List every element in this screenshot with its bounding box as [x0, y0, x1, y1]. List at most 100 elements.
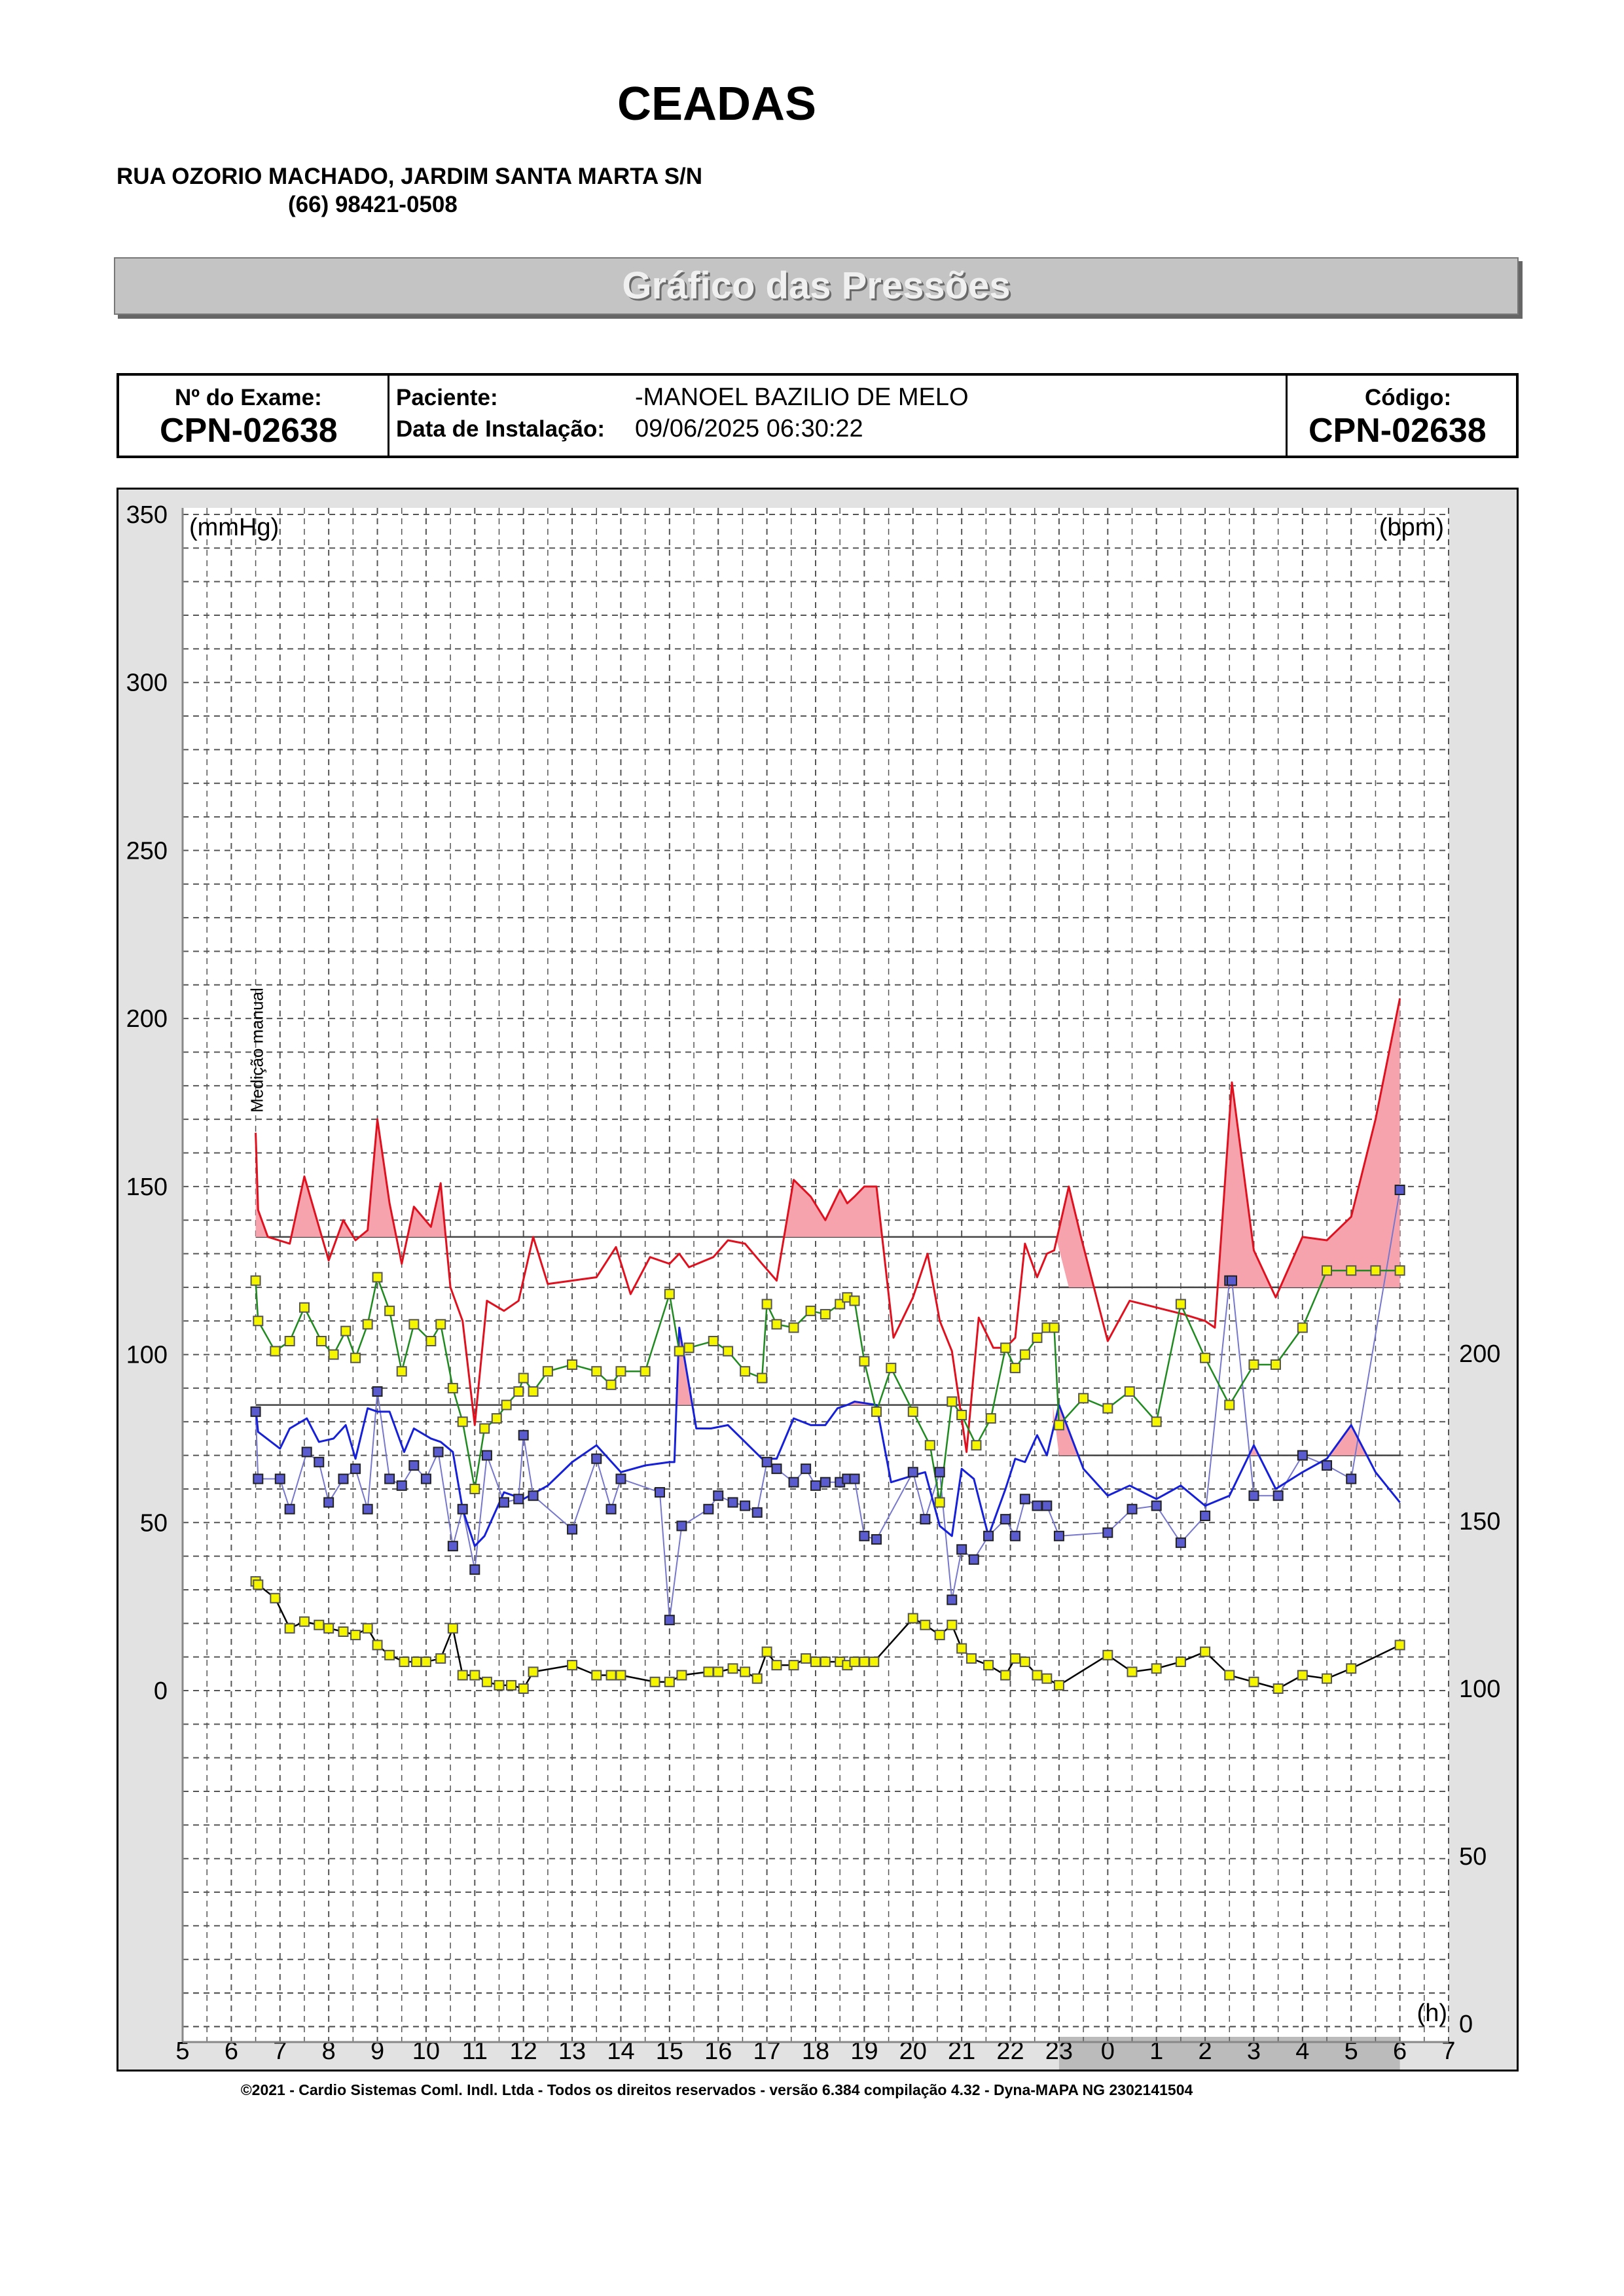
- heart-rate-point: [740, 1666, 751, 1677]
- diastolic-point: [676, 1520, 687, 1532]
- heart-rate-point: [727, 1663, 738, 1674]
- install-date-value: 09/06/2025 06:30:22: [635, 415, 863, 442]
- mean-point: [372, 1272, 383, 1283]
- diastolic-point: [920, 1514, 931, 1525]
- install-date-label: Data de Instalação:: [396, 416, 605, 442]
- diastolic-point: [301, 1446, 312, 1458]
- heart-rate-point: [1151, 1663, 1162, 1674]
- heart-rate-point: [591, 1670, 602, 1681]
- heart-rate-point: [676, 1670, 687, 1681]
- diastolic-point: [1200, 1511, 1211, 1522]
- mean-point: [469, 1483, 480, 1494]
- heart-rate-point: [1346, 1663, 1357, 1674]
- patient-label: Paciente:: [396, 385, 498, 410]
- x-tick-label: 7: [273, 2037, 287, 2065]
- heart-rate-point: [947, 1619, 958, 1630]
- diastolic-point: [338, 1473, 349, 1484]
- heart-rate-point: [615, 1670, 626, 1681]
- diastolic-point: [528, 1490, 539, 1501]
- diastolic-point: [396, 1480, 407, 1491]
- mean-point: [316, 1336, 327, 1347]
- diastolic-point: [284, 1503, 295, 1515]
- mean-point: [425, 1336, 437, 1347]
- diastolic-point: [1000, 1514, 1011, 1525]
- heart-rate-point: [1053, 1679, 1064, 1691]
- mean-point: [1322, 1265, 1333, 1276]
- heart-rate-point: [920, 1619, 931, 1630]
- mean-point: [1346, 1265, 1357, 1276]
- heart-rate-point: [934, 1630, 945, 1641]
- y-right-tick-label: 100: [1459, 1676, 1500, 1703]
- mean-point: [708, 1336, 719, 1347]
- mean-point: [513, 1386, 524, 1397]
- y-left-tick-label: 150: [126, 1174, 168, 1201]
- mean-point: [1124, 1386, 1135, 1397]
- mean-point: [479, 1423, 490, 1434]
- heart-rate-point: [399, 1657, 410, 1668]
- mean-point: [1394, 1265, 1405, 1276]
- exam-number-cell: Nº do Exame: CPN-02638: [119, 376, 389, 456]
- diastolic-point: [801, 1463, 812, 1475]
- footer-copyright: ©2021 - Cardio Sistemas Coml. Indl. Ltda…: [240, 2081, 1193, 2098]
- mean-point: [396, 1366, 407, 1377]
- heart-rate-point: [298, 1616, 310, 1627]
- diastolic-point: [384, 1473, 395, 1484]
- heart-rate-point: [362, 1623, 373, 1634]
- systolic-excess-area: [255, 998, 1400, 1287]
- diastolic-point: [447, 1541, 458, 1552]
- mean-point: [350, 1352, 361, 1363]
- diastolic-point: [761, 1456, 772, 1467]
- diastolic-point: [567, 1524, 578, 1535]
- diastolic-point: [654, 1487, 665, 1498]
- x-tick-label: 1: [1149, 2037, 1163, 2065]
- mean-point: [270, 1346, 281, 1357]
- x-tick-label: 5: [1344, 2037, 1358, 2065]
- heart-rate-point: [849, 1657, 860, 1668]
- heart-rate-point: [506, 1679, 517, 1691]
- mean-point: [1019, 1349, 1030, 1360]
- diastolic-point: [1297, 1450, 1308, 1461]
- diastolic-point: [907, 1467, 918, 1478]
- mean-point: [384, 1305, 395, 1316]
- heart-rate-point: [1322, 1673, 1333, 1684]
- mean-point: [674, 1346, 685, 1357]
- diastolic-point: [956, 1544, 967, 1555]
- patient-name: -MANOEL BAZILIO DE MELO: [635, 384, 969, 411]
- diastolic-point: [1226, 1275, 1237, 1286]
- mean-point: [1248, 1359, 1259, 1370]
- mean-point: [886, 1363, 897, 1374]
- org-phone: (66) 98421-0508: [288, 192, 458, 217]
- mean-point: [664, 1289, 675, 1300]
- x-tick-label: 6: [1393, 2037, 1407, 2065]
- diastolic-point: [947, 1594, 958, 1605]
- heart-rate-point: [907, 1613, 918, 1624]
- diastolic-point: [968, 1554, 979, 1565]
- mean-point: [518, 1372, 529, 1384]
- heart-rate-point: [1041, 1673, 1053, 1684]
- mean-point: [501, 1399, 512, 1410]
- x-tick-label: 0: [1101, 2037, 1115, 2065]
- org-name: CEADAS: [617, 78, 817, 130]
- y-left-tick-label: 0: [154, 1677, 168, 1705]
- diastolic-point: [408, 1460, 420, 1471]
- diastolic-point: [323, 1497, 334, 1508]
- heart-rate-point: [518, 1683, 529, 1694]
- heart-rate-point: [270, 1592, 281, 1604]
- x-tick-label: 4: [1295, 2037, 1309, 2065]
- y-right-tick-label: 200: [1459, 1340, 1500, 1368]
- mean-point: [934, 1497, 945, 1508]
- diastolic-point: [457, 1503, 468, 1515]
- diastolic-point: [1394, 1184, 1405, 1195]
- code-label: Código:: [1365, 385, 1452, 410]
- exam-info-box: Nº do Exame: CPN-02638 Paciente: -MANOEL…: [117, 373, 1519, 458]
- diastolic-point: [1248, 1490, 1259, 1501]
- diastolic-point: [591, 1453, 602, 1464]
- mean-point: [435, 1319, 446, 1330]
- diastolic-point: [253, 1473, 264, 1484]
- heart-rate-point: [1000, 1670, 1011, 1681]
- manual-measurement-annotation: Medição manual: [247, 988, 267, 1113]
- mean-point: [542, 1366, 553, 1377]
- heart-rate-point: [1032, 1670, 1043, 1681]
- heart-rate-point: [605, 1670, 617, 1681]
